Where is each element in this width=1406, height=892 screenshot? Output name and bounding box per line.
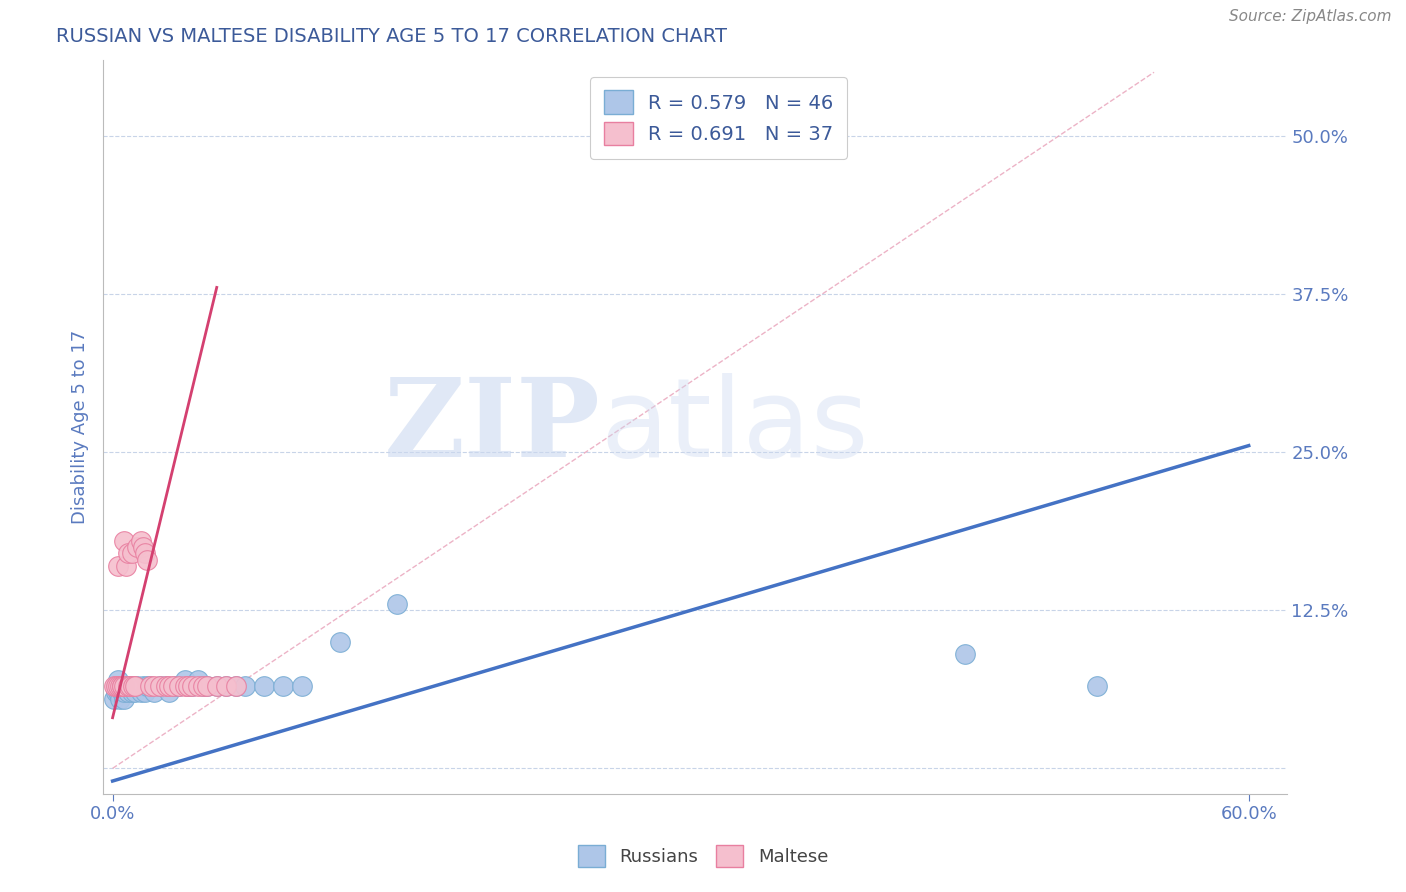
Point [117,685,139,699]
Point [167,679,190,693]
Point [111,679,134,693]
Text: Source: ZipAtlas.com: Source: ZipAtlas.com [1229,9,1392,24]
Point [111,679,134,693]
Point [1085,679,1108,693]
Point [193,679,215,693]
Point [165,679,187,693]
Point [112,685,135,699]
Point [143,679,166,693]
Text: atlas: atlas [600,373,869,480]
Point [121,546,143,560]
Text: RUSSIAN VS MALTESE DISABILITY AGE 5 TO 17 CORRELATION CHART: RUSSIAN VS MALTESE DISABILITY AGE 5 TO 1… [56,27,727,45]
Point [108,691,131,706]
Point [112,533,135,548]
Point [112,691,135,706]
Point [112,679,135,693]
Y-axis label: Disability Age 5 to 17: Disability Age 5 to 17 [72,329,89,524]
Point [291,679,314,693]
Point [129,533,152,548]
Point [139,679,162,693]
Point [107,679,129,693]
Point [103,691,125,706]
Point [253,679,276,693]
Point [121,679,143,693]
Point [118,679,141,693]
Point [187,673,209,687]
Point [233,679,256,693]
Point [105,679,128,693]
Point [162,679,184,693]
Point [127,540,149,554]
Point [215,679,238,693]
Point [117,679,139,693]
Point [132,540,155,554]
Point [157,685,180,699]
Point [111,679,134,693]
Point [115,558,138,573]
Point [181,679,204,693]
Legend: Russians, Maltese: Russians, Maltese [571,838,835,874]
Point [135,552,157,566]
Point [139,679,162,693]
Point [105,685,128,699]
Point [134,546,156,560]
Point [205,679,228,693]
Point [177,679,200,693]
Point [271,679,294,693]
Point [149,679,172,693]
Point [215,679,238,693]
Point [329,635,352,649]
Point [143,685,166,699]
Point [121,685,143,699]
Point [173,673,195,687]
Point [157,679,180,693]
Point [107,558,129,573]
Point [118,679,141,693]
Point [111,685,134,699]
Point [108,679,131,693]
Point [181,679,204,693]
Point [124,679,146,693]
Legend: R = 0.579   N = 46, R = 0.691   N = 37: R = 0.579 N = 46, R = 0.691 N = 37 [591,77,848,159]
Point [173,679,195,693]
Text: ZIP: ZIP [384,373,600,480]
Point [103,679,125,693]
Point [105,679,128,693]
Point [108,679,131,693]
Point [177,679,200,693]
Point [122,679,145,693]
Point [205,679,228,693]
Point [167,679,190,693]
Point [193,679,215,693]
Point [149,679,172,693]
Point [107,685,129,699]
Point [115,679,138,693]
Point [195,679,218,693]
Point [134,685,156,699]
Point [132,679,155,693]
Point [127,679,149,693]
Point [195,679,218,693]
Point [129,685,152,699]
Point [124,685,146,699]
Point [117,546,139,560]
Point [225,679,247,693]
Point [155,679,177,693]
Point [385,597,408,611]
Point [187,679,209,693]
Point [135,679,157,693]
Point [225,679,247,693]
Point [953,648,976,662]
Point [155,679,177,693]
Point [107,673,129,687]
